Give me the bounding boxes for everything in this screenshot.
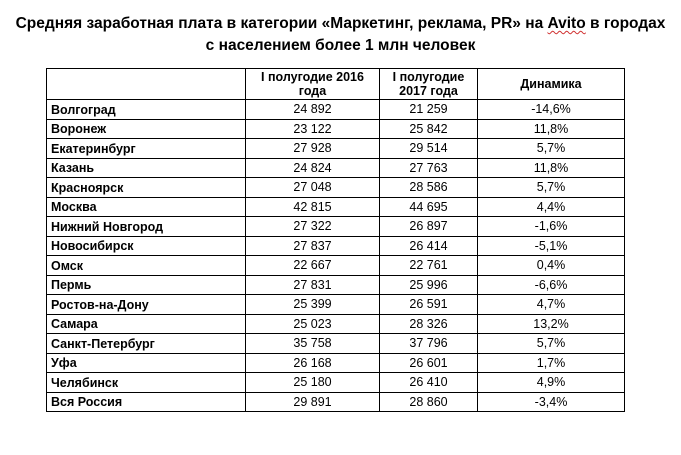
salary-2016-cell: 27 837 <box>245 235 380 256</box>
dynamics-cell: -5,1% <box>477 235 625 256</box>
city-cell: Волгоград <box>46 99 246 120</box>
table-body: Волгоград 24 892 21 259 -14,6% Воронеж 23 122… <box>46 99 625 412</box>
salary-2017-cell: 28 326 <box>379 313 478 334</box>
salary-2017-cell: 28 860 <box>379 391 478 412</box>
table-row: Екатеринбург 27 928 29 514 5,7% <box>46 138 625 159</box>
city-cell: Нижний Новгород <box>46 216 246 237</box>
dynamics-cell: 11,8% <box>477 118 625 139</box>
salary-2016-cell: 26 168 <box>245 352 380 373</box>
city-cell: Воронеж <box>46 118 246 139</box>
salary-2016-cell: 35 758 <box>245 333 380 354</box>
salary-2016-cell: 42 815 <box>245 196 380 217</box>
title-line-2: с населением более 1 млн человек <box>205 37 476 54</box>
salary-2016-cell: 22 667 <box>245 255 380 276</box>
salary-2016-cell: 27 048 <box>245 177 380 198</box>
title-part-1: Средняя заработная плата в категории «Ма… <box>15 15 548 32</box>
salary-table: I полугодие 2016 года I полугодие 2017 г… <box>46 68 625 412</box>
city-cell: Казань <box>46 157 246 178</box>
dynamics-cell: 0,4% <box>477 255 625 276</box>
salary-2016-cell: 27 322 <box>245 216 380 237</box>
city-cell: Ростов-на-Дону <box>46 294 246 315</box>
table-row: Самара 25 023 28 326 13,2% <box>46 313 625 334</box>
city-cell: Уфа <box>46 352 246 373</box>
city-cell: Красноярск <box>46 177 246 198</box>
salary-2017-cell: 44 695 <box>379 196 478 217</box>
dynamics-cell: 4,9% <box>477 372 625 393</box>
salary-2017-cell: 26 601 <box>379 352 478 373</box>
salary-2016-cell: 27 831 <box>245 274 380 295</box>
table-row: Вся Россия 29 891 28 860 -3,4% <box>46 391 625 412</box>
dynamics-cell: 5,7% <box>477 177 625 198</box>
city-cell: Омск <box>46 255 246 276</box>
dynamics-cell: -14,6% <box>477 99 625 120</box>
table-row: Челябинск 25 180 26 410 4,9% <box>46 372 625 393</box>
dynamics-cell: 13,2% <box>477 313 625 334</box>
salary-2016-cell: 29 891 <box>245 391 380 412</box>
table-row: Казань 24 824 27 763 11,8% <box>46 157 625 178</box>
salary-2017-cell: 28 586 <box>379 177 478 198</box>
table-row: Омск 22 667 22 761 0,4% <box>46 255 625 276</box>
table-header: I полугодие 2016 года I полугодие 2017 г… <box>46 68 625 100</box>
header-city <box>46 68 246 100</box>
table-row: Санкт-Петербург 35 758 37 796 5,7% <box>46 333 625 354</box>
salary-2017-cell: 37 796 <box>379 333 478 354</box>
table-row: Нижний Новгород 27 322 26 897 -1,6% <box>46 216 625 237</box>
salary-2016-cell: 24 892 <box>245 99 380 120</box>
table-row: Воронеж 23 122 25 842 11,8% <box>46 118 625 139</box>
salary-2017-cell: 27 763 <box>379 157 478 178</box>
city-cell: Самара <box>46 313 246 334</box>
city-cell: Вся Россия <box>46 391 246 412</box>
dynamics-cell: 4,4% <box>477 196 625 217</box>
dynamics-cell: 1,7% <box>477 352 625 373</box>
title-part-2: в городах <box>585 15 666 32</box>
salary-2017-cell: 25 996 <box>379 274 478 295</box>
dynamics-cell: -3,4% <box>477 391 625 412</box>
table-row: Уфа 26 168 26 601 1,7% <box>46 352 625 373</box>
salary-2016-cell: 25 399 <box>245 294 380 315</box>
salary-2017-cell: 25 842 <box>379 118 478 139</box>
dynamics-cell: 4,7% <box>477 294 625 315</box>
city-cell: Новосибирск <box>46 235 246 256</box>
salary-2016-cell: 24 824 <box>245 157 380 178</box>
salary-2016-cell: 25 180 <box>245 372 380 393</box>
salary-2017-cell: 26 410 <box>379 372 478 393</box>
header-dynamics: Динамика <box>477 68 625 100</box>
dynamics-cell: 5,7% <box>477 333 625 354</box>
table-row: Красноярск 27 048 28 586 5,7% <box>46 177 625 198</box>
title-brand: Avito <box>547 15 586 32</box>
page-title: Средняя заработная плата в категории «Ма… <box>0 13 681 57</box>
salary-2017-cell: 26 414 <box>379 235 478 256</box>
header-2017: I полугодие 2017 года <box>379 68 478 100</box>
title-line-1: Средняя заработная плата в категории «Ма… <box>0 13 681 35</box>
city-cell: Москва <box>46 196 246 217</box>
table-row: Москва 42 815 44 695 4,4% <box>46 196 625 217</box>
salary-2016-cell: 25 023 <box>245 313 380 334</box>
dynamics-cell: -6,6% <box>477 274 625 295</box>
dynamics-cell: 5,7% <box>477 138 625 159</box>
salary-2017-cell: 21 259 <box>379 99 478 120</box>
table-row: Новосибирск 27 837 26 414 -5,1% <box>46 235 625 256</box>
salary-2016-cell: 23 122 <box>245 118 380 139</box>
salary-2017-cell: 29 514 <box>379 138 478 159</box>
salary-2016-cell: 27 928 <box>245 138 380 159</box>
city-cell: Пермь <box>46 274 246 295</box>
dynamics-cell: 11,8% <box>477 157 625 178</box>
header-2016: I полугодие 2016 года <box>245 68 380 100</box>
salary-2017-cell: 22 761 <box>379 255 478 276</box>
dynamics-cell: -1,6% <box>477 216 625 237</box>
table-row: Ростов-на-Дону 25 399 26 591 4,7% <box>46 294 625 315</box>
salary-2017-cell: 26 591 <box>379 294 478 315</box>
table-row: Волгоград 24 892 21 259 -14,6% <box>46 99 625 120</box>
salary-2017-cell: 26 897 <box>379 216 478 237</box>
city-cell: Челябинск <box>46 372 246 393</box>
city-cell: Санкт-Петербург <box>46 333 246 354</box>
city-cell: Екатеринбург <box>46 138 246 159</box>
header-row: I полугодие 2016 года I полугодие 2017 г… <box>46 68 625 100</box>
table-row: Пермь 27 831 25 996 -6,6% <box>46 274 625 295</box>
